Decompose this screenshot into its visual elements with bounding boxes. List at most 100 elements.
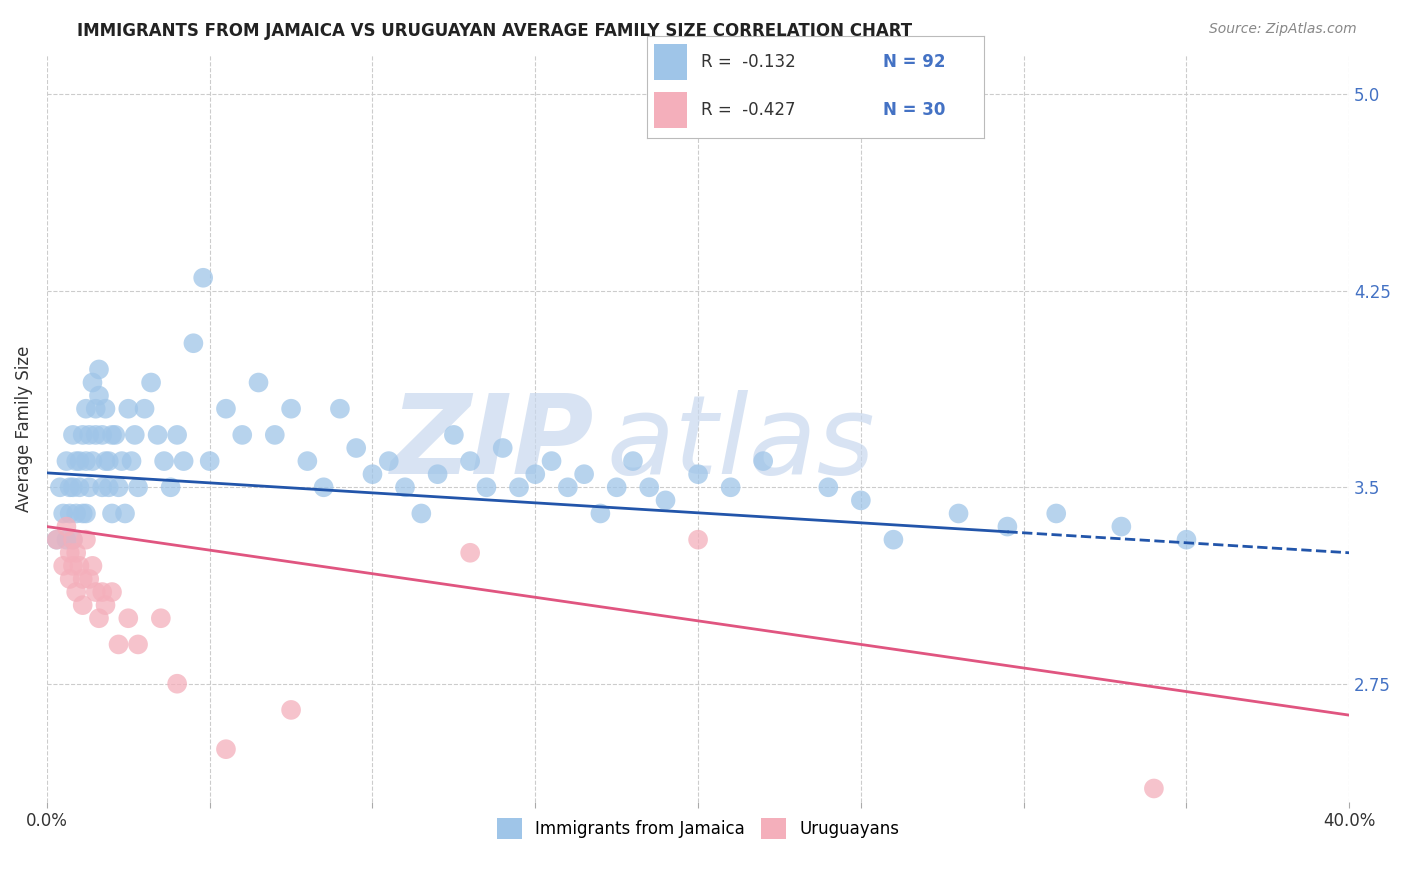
Immigrants from Jamaica: [107, 480, 129, 494]
Uruguayans: [1143, 781, 1166, 796]
Immigrants from Jamaica: [621, 454, 644, 468]
Uruguayans: [72, 598, 94, 612]
Uruguayans: [62, 533, 84, 547]
Immigrants from Jamaica: [91, 480, 114, 494]
Immigrants from Jamaica: [720, 480, 742, 494]
FancyBboxPatch shape: [654, 92, 688, 128]
Immigrants from Jamaica: [159, 480, 181, 494]
Immigrants from Jamaica: [411, 507, 433, 521]
Immigrants from Jamaica: [94, 401, 117, 416]
Text: N = 92: N = 92: [883, 53, 945, 70]
Immigrants from Jamaica: [72, 428, 94, 442]
Text: R =  -0.132: R = -0.132: [700, 53, 796, 70]
Immigrants from Jamaica: [94, 454, 117, 468]
Immigrants from Jamaica: [752, 454, 775, 468]
Immigrants from Jamaica: [82, 376, 104, 390]
Immigrants from Jamaica: [458, 454, 481, 468]
Uruguayans: [215, 742, 238, 756]
Text: ZIP: ZIP: [391, 390, 593, 497]
Uruguayans: [166, 676, 188, 690]
Uruguayans: [91, 585, 114, 599]
Immigrants from Jamaica: [127, 480, 149, 494]
Uruguayans: [94, 598, 117, 612]
Immigrants from Jamaica: [77, 428, 100, 442]
Immigrants from Jamaica: [557, 480, 579, 494]
Immigrants from Jamaica: [55, 533, 77, 547]
Immigrants from Jamaica: [263, 428, 285, 442]
Immigrants from Jamaica: [91, 428, 114, 442]
Immigrants from Jamaica: [606, 480, 628, 494]
Immigrants from Jamaica: [378, 454, 401, 468]
Uruguayans: [82, 558, 104, 573]
Uruguayans: [69, 558, 91, 573]
Immigrants from Jamaica: [280, 401, 302, 416]
Text: IMMIGRANTS FROM JAMAICA VS URUGUAYAN AVERAGE FAMILY SIZE CORRELATION CHART: IMMIGRANTS FROM JAMAICA VS URUGUAYAN AVE…: [77, 22, 912, 40]
Immigrants from Jamaica: [84, 428, 107, 442]
Uruguayans: [127, 637, 149, 651]
Immigrants from Jamaica: [344, 441, 367, 455]
Immigrants from Jamaica: [173, 454, 195, 468]
Immigrants from Jamaica: [124, 428, 146, 442]
Immigrants from Jamaica: [540, 454, 562, 468]
Immigrants from Jamaica: [104, 428, 127, 442]
Immigrants from Jamaica: [589, 507, 612, 521]
Text: atlas: atlas: [607, 390, 876, 497]
Uruguayans: [45, 533, 67, 547]
Immigrants from Jamaica: [882, 533, 904, 547]
Uruguayans: [59, 546, 82, 560]
Immigrants from Jamaica: [995, 519, 1018, 533]
Uruguayans: [65, 546, 87, 560]
Immigrants from Jamaica: [59, 507, 82, 521]
Immigrants from Jamaica: [1111, 519, 1133, 533]
Immigrants from Jamaica: [75, 507, 97, 521]
Immigrants from Jamaica: [329, 401, 352, 416]
Immigrants from Jamaica: [475, 480, 498, 494]
Y-axis label: Average Family Size: Average Family Size: [15, 345, 32, 511]
Immigrants from Jamaica: [572, 467, 595, 482]
Immigrants from Jamaica: [77, 480, 100, 494]
Uruguayans: [87, 611, 110, 625]
Immigrants from Jamaica: [198, 454, 221, 468]
Immigrants from Jamaica: [146, 428, 169, 442]
Uruguayans: [72, 572, 94, 586]
Immigrants from Jamaica: [97, 480, 120, 494]
Immigrants from Jamaica: [508, 480, 530, 494]
Immigrants from Jamaica: [492, 441, 515, 455]
Uruguayans: [686, 533, 709, 547]
Text: N = 30: N = 30: [883, 101, 945, 119]
Immigrants from Jamaica: [49, 480, 72, 494]
Immigrants from Jamaica: [75, 401, 97, 416]
Immigrants from Jamaica: [1175, 533, 1198, 547]
Uruguayans: [117, 611, 139, 625]
Immigrants from Jamaica: [72, 507, 94, 521]
Immigrants from Jamaica: [153, 454, 176, 468]
Uruguayans: [55, 519, 77, 533]
Immigrants from Jamaica: [65, 454, 87, 468]
Uruguayans: [75, 533, 97, 547]
Uruguayans: [84, 585, 107, 599]
Immigrants from Jamaica: [849, 493, 872, 508]
Immigrants from Jamaica: [134, 401, 156, 416]
Immigrants from Jamaica: [686, 467, 709, 482]
Uruguayans: [77, 572, 100, 586]
Uruguayans: [52, 558, 75, 573]
Text: R =  -0.427: R = -0.427: [700, 101, 796, 119]
Immigrants from Jamaica: [948, 507, 970, 521]
Immigrants from Jamaica: [1045, 507, 1067, 521]
Immigrants from Jamaica: [426, 467, 449, 482]
Immigrants from Jamaica: [312, 480, 335, 494]
Immigrants from Jamaica: [654, 493, 676, 508]
Immigrants from Jamaica: [101, 428, 124, 442]
Immigrants from Jamaica: [62, 480, 84, 494]
Uruguayans: [107, 637, 129, 651]
Immigrants from Jamaica: [52, 507, 75, 521]
Immigrants from Jamaica: [87, 389, 110, 403]
Uruguayans: [280, 703, 302, 717]
Immigrants from Jamaica: [55, 454, 77, 468]
Uruguayans: [59, 572, 82, 586]
Immigrants from Jamaica: [121, 454, 143, 468]
Immigrants from Jamaica: [59, 480, 82, 494]
Immigrants from Jamaica: [166, 428, 188, 442]
Uruguayans: [62, 558, 84, 573]
Immigrants from Jamaica: [139, 376, 162, 390]
